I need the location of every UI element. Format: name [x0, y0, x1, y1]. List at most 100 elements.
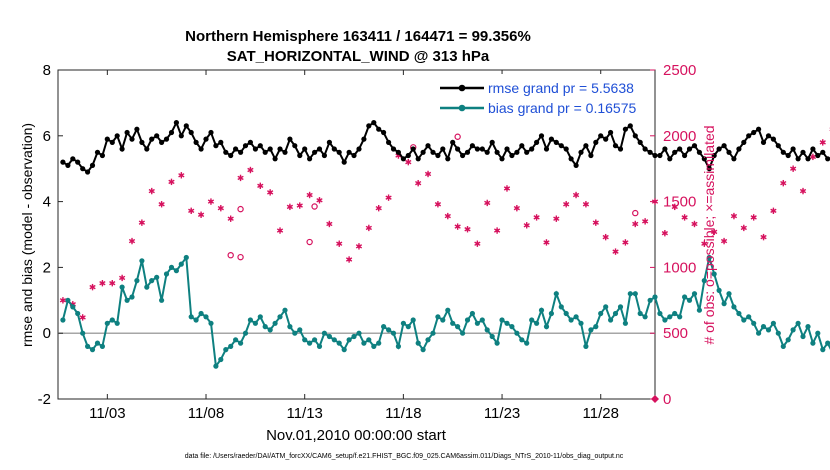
obs-assimilated-point	[415, 179, 422, 187]
bias-point	[677, 314, 683, 320]
bias-point	[381, 324, 387, 330]
obs-assimilated-point	[582, 201, 590, 208]
obs-possible-point	[237, 205, 244, 213]
left-y-tick-label: 6	[43, 128, 51, 145]
bias-point	[731, 304, 737, 310]
rmse-point	[366, 123, 372, 129]
obs-possible-point	[237, 253, 244, 261]
bias-point	[647, 297, 653, 303]
obs-assimilated-point	[326, 220, 333, 228]
bias-point	[553, 291, 559, 297]
rmse-point	[509, 152, 515, 159]
rmse-point	[307, 156, 313, 162]
rmse-point	[371, 120, 377, 126]
rmse-point	[70, 156, 76, 162]
bias-point	[203, 314, 209, 320]
bias-point	[583, 343, 589, 349]
rmse-point	[608, 129, 614, 136]
obs-endpoint-marker	[651, 395, 659, 403]
x-tick-label: 11/13	[286, 405, 322, 422]
rmse-point	[637, 139, 643, 145]
right-y-tick-label: 2500	[663, 62, 696, 79]
rmse-point	[820, 149, 826, 155]
rmse-point	[543, 146, 550, 152]
rmse-point	[415, 156, 421, 162]
rmse-point	[741, 139, 747, 145]
bias-point	[450, 320, 456, 326]
bias-point	[721, 301, 727, 307]
right-y-tick-label: 1000	[663, 259, 696, 276]
rmse-point	[282, 149, 288, 155]
rmse-point	[198, 146, 204, 152]
rmse-point	[553, 139, 559, 145]
rmse-point	[233, 146, 239, 152]
bias-point	[637, 310, 643, 317]
bias-point	[307, 340, 313, 346]
rmse-point	[168, 129, 175, 136]
rmse-point	[760, 139, 767, 145]
rmse-point	[632, 133, 638, 139]
obs-assimilated-point	[405, 158, 412, 166]
bias-point	[430, 330, 436, 336]
obs-assimilated-point	[158, 201, 165, 208]
bias-point	[514, 330, 520, 336]
bias-point	[134, 278, 140, 284]
rmse-point	[351, 152, 357, 159]
right-y-axis-label: # of obs: o=possible; ×=assimilated	[701, 125, 717, 344]
rmse-point	[785, 152, 791, 159]
right-y-tick-label: 1500	[663, 194, 696, 211]
obs-assimilated-point	[119, 274, 126, 282]
bias-point	[223, 347, 229, 353]
obs-assimilated-point	[99, 279, 106, 287]
rmse-point	[109, 139, 115, 145]
obs-assimilated-point	[612, 248, 619, 255]
bias-point	[257, 314, 263, 320]
chart-title-line-1: Northern Hemisphere 163411 / 164471 = 99…	[185, 28, 531, 45]
bias-point	[460, 330, 466, 336]
bias-point	[746, 314, 752, 320]
obs-assimilated-point	[572, 191, 580, 199]
rmse-point	[484, 149, 490, 155]
bias-point	[682, 294, 688, 300]
bias-point	[760, 324, 767, 330]
bias-point	[178, 261, 184, 267]
bias-point	[85, 343, 91, 349]
rmse-point	[381, 129, 387, 136]
rmse-point	[455, 146, 461, 152]
bias-point	[208, 320, 214, 326]
bias-point	[341, 347, 347, 353]
bias-point	[469, 310, 475, 317]
obs-assimilated-point	[197, 211, 205, 218]
rmse-point	[765, 133, 772, 139]
rmse-point	[60, 159, 66, 165]
bias-point	[386, 327, 392, 333]
bias-point	[504, 320, 510, 326]
bias-point	[603, 304, 609, 310]
obs-assimilated-point	[484, 199, 491, 207]
rmse-point	[149, 136, 155, 142]
left-y-axis-label: rmse and bias (model - observation)	[19, 123, 35, 347]
bias-point	[529, 317, 535, 323]
rmse-point	[677, 146, 683, 152]
rmse-point	[144, 146, 150, 152]
obs-assimilated-point	[641, 218, 649, 225]
obs-assimilated-point	[434, 201, 442, 208]
legend-bias-label: bias grand pr = 0.16575	[488, 100, 636, 116]
rmse-point	[430, 149, 436, 155]
obs-assimilated-point	[770, 207, 777, 215]
rmse-point	[751, 129, 757, 136]
legend-rmse-label: rmse grand pr = 5.5638	[488, 80, 634, 96]
rmse-point	[622, 126, 629, 132]
bias-point	[104, 320, 110, 326]
rmse-point	[691, 143, 698, 149]
bias-point	[272, 320, 278, 326]
bias-point	[627, 291, 633, 297]
obs-assimilated-point	[109, 279, 116, 287]
rmse-point	[173, 120, 179, 126]
bias-point	[242, 330, 249, 336]
bias-point	[810, 340, 816, 346]
bias-point	[292, 330, 298, 336]
rmse-point	[376, 126, 382, 132]
obs-assimilated-point	[286, 203, 294, 211]
bias-point	[593, 324, 599, 330]
